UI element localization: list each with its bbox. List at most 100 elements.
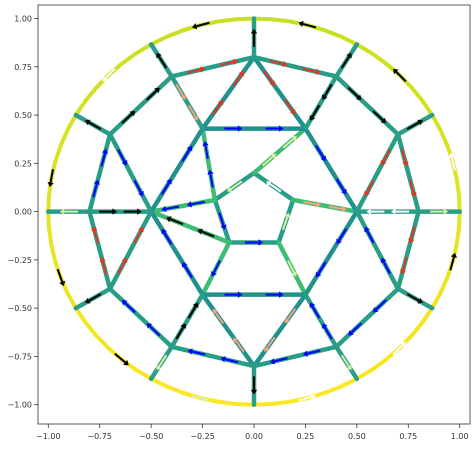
arrow-shaft [406,121,420,131]
arrow-head [211,271,217,277]
arrow-head [417,297,423,304]
rim-arrow [114,352,129,366]
graph-edge [148,209,205,297]
arrow-head [138,190,144,197]
arrow-shaft [175,83,185,97]
outer-circle-segment [409,320,425,338]
arrow-shaft [311,305,321,319]
y-tick-label: −0.50 [7,304,32,313]
arrow-shaft [181,149,191,162]
arrow-shaft [117,149,126,162]
outer-circle-segment [65,113,78,133]
rim-arrow [298,20,317,29]
edge-arrow [117,257,128,275]
arrow-shaft [158,56,168,69]
arrow-shaft [212,260,221,274]
arrow-shaft [265,336,276,349]
arrow-head [85,119,91,126]
arrow-head [192,115,199,121]
arrow-head [270,153,277,160]
edge-arrow [197,228,215,238]
arrow-head [348,330,354,336]
arrow-head [146,323,153,329]
graph-edge [251,54,339,79]
arrow-shaft [328,205,343,210]
arrow-shaft [158,354,168,368]
edge-arrow [156,52,168,69]
edge-arrow [261,153,277,167]
x-tick-label: 1.00 [451,432,469,441]
arrow-head [310,393,316,401]
arrow-head [250,28,258,34]
arrow-shaft [175,326,185,340]
arrow-head [298,20,304,28]
arrow-shaft [235,340,245,353]
edge-arrow [123,208,142,215]
edge-arrow [335,178,347,195]
arrow-shaft [117,261,126,275]
edge-arrow [348,322,363,336]
arrow-shaft [340,354,350,368]
arrow-shaft [375,299,387,311]
arrow-head [121,300,128,306]
arrow-shaft [283,99,294,112]
edge-arrow [287,260,297,277]
outer-circle-segment [49,243,58,264]
outer-circle-segment [420,98,435,118]
edge-arrow [315,145,326,162]
y-tick-label: −0.75 [7,352,32,361]
arrow-head [402,161,409,167]
arrow-shaft [338,228,348,241]
arrow-head [212,308,218,315]
x-tick-label: −0.75 [87,432,112,441]
plot-area [38,5,470,424]
edge-arrow [269,357,288,365]
arrow-head [59,208,65,215]
edge-arrow [121,110,136,124]
edge-arrow [232,71,244,87]
edge-arrow [406,119,423,131]
outer-circle-segment [46,192,52,214]
edge-arrow [269,59,288,68]
arrow-shaft [286,308,297,321]
edge-arrow [250,376,258,395]
graph-edge [354,209,401,292]
arrow-head [372,306,379,313]
arrow-head [121,257,128,264]
arrow-head [186,145,193,152]
edge-arrow [233,337,245,353]
arrow-head [408,238,415,244]
graph-edge [107,286,174,350]
edge-arrow [161,228,173,245]
edge-arrow [181,145,193,162]
arrow-shaft [101,261,108,275]
axes-frame [37,4,471,425]
arrow-shaft [92,183,98,198]
arrow-head [355,94,362,100]
edge-arrow [133,180,144,197]
y-tick-label: −0.25 [7,256,32,265]
arrow-shaft [196,21,210,28]
edge-arrow [224,125,243,132]
graph-edge [200,54,257,131]
arrow-shaft [450,157,457,171]
edge-arrow [146,323,161,337]
arrow-shaft [372,110,384,121]
arrow-head [197,228,203,235]
arrow-head [320,155,326,162]
arrow-head [180,94,187,100]
arrow-head [166,179,172,185]
edge-arrow [303,200,322,208]
arrow-head [264,346,270,352]
edge-arrow [340,52,352,69]
arrow-head [138,226,144,233]
rim-arrow [449,252,457,271]
y-tick-label: −1.00 [7,401,32,410]
arrow-shaft [382,261,391,275]
arrow-head [220,356,226,363]
edge-arrow [372,299,387,313]
arrow-head [180,323,187,329]
arrow-head [291,271,297,277]
rim-arrow [448,152,457,171]
edge-arrow [400,148,409,167]
